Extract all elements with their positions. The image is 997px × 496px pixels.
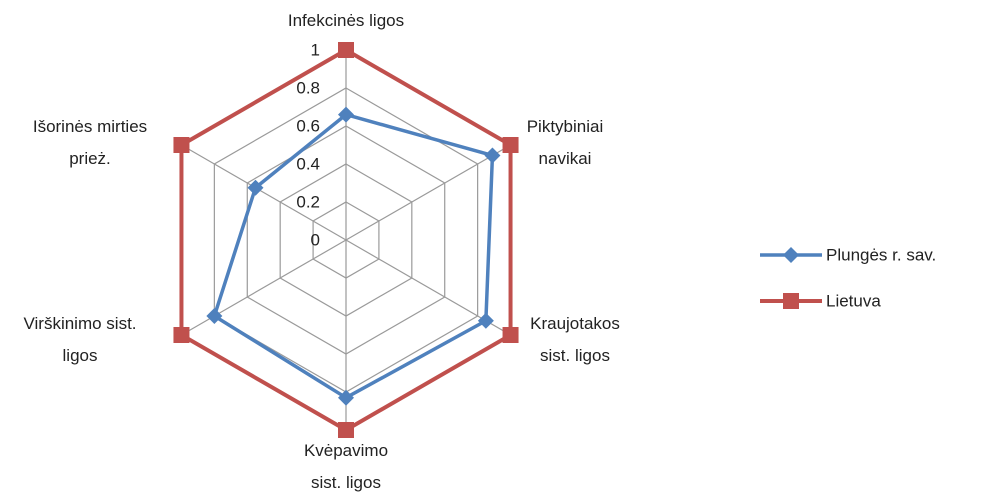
marker bbox=[173, 327, 190, 343]
marker bbox=[477, 312, 494, 329]
spoke bbox=[181, 239, 347, 336]
r-tick-label: 0.4 bbox=[296, 154, 320, 173]
marker bbox=[338, 389, 354, 406]
marker bbox=[484, 147, 501, 164]
axis-label-line: sist. ligos bbox=[311, 473, 381, 492]
marker bbox=[206, 308, 223, 324]
legend-marker bbox=[783, 247, 799, 263]
r-tick-label: 1 bbox=[311, 40, 320, 59]
marker bbox=[502, 327, 519, 343]
axis-label-line: prież. bbox=[69, 149, 111, 168]
axis-label-line: Išorinės mirties bbox=[33, 117, 147, 136]
axis-label-line: Kvėpavimo bbox=[304, 441, 388, 460]
axis-label-line: Piktybiniai bbox=[527, 117, 604, 136]
marker bbox=[338, 106, 354, 123]
axis-label-line: navikai bbox=[539, 149, 592, 168]
legend-marker bbox=[783, 293, 799, 309]
axis-label-line: sist. ligos bbox=[540, 346, 610, 365]
legend-label: Plungės r. sav. bbox=[826, 245, 936, 264]
spoke bbox=[181, 144, 347, 241]
series-line bbox=[212, 112, 495, 400]
axis-label: Išorinės mirties prież. bbox=[33, 117, 147, 168]
spoke bbox=[345, 144, 511, 241]
marker bbox=[173, 137, 190, 153]
r-tick-label: 0.2 bbox=[296, 192, 320, 211]
marker bbox=[502, 137, 519, 153]
axis-label-line: Infekcinės ligos bbox=[288, 11, 404, 30]
axis-label: Piktybiniai navikai bbox=[527, 117, 604, 168]
marker bbox=[247, 179, 264, 196]
r-tick-label: 0.8 bbox=[296, 78, 320, 97]
marker bbox=[338, 42, 354, 58]
marker bbox=[338, 422, 354, 438]
axis-label: Virškinimo sist. ligos bbox=[23, 314, 136, 365]
legend-label: Lietuva bbox=[826, 291, 881, 310]
axis-label-line: Virškinimo sist. bbox=[23, 314, 136, 333]
axis-label-line: Kraujotakos bbox=[530, 314, 620, 333]
axis-label: Kraujotakos sist. ligos bbox=[530, 314, 620, 365]
axis-label-line: ligos bbox=[63, 346, 98, 365]
r-tick-label: 0 bbox=[311, 230, 320, 249]
axis-label: Kvėpavimo sist. ligos bbox=[304, 441, 388, 492]
axis-label: Infekcinės ligos bbox=[288, 11, 404, 30]
r-tick-label: 0.6 bbox=[296, 116, 320, 135]
